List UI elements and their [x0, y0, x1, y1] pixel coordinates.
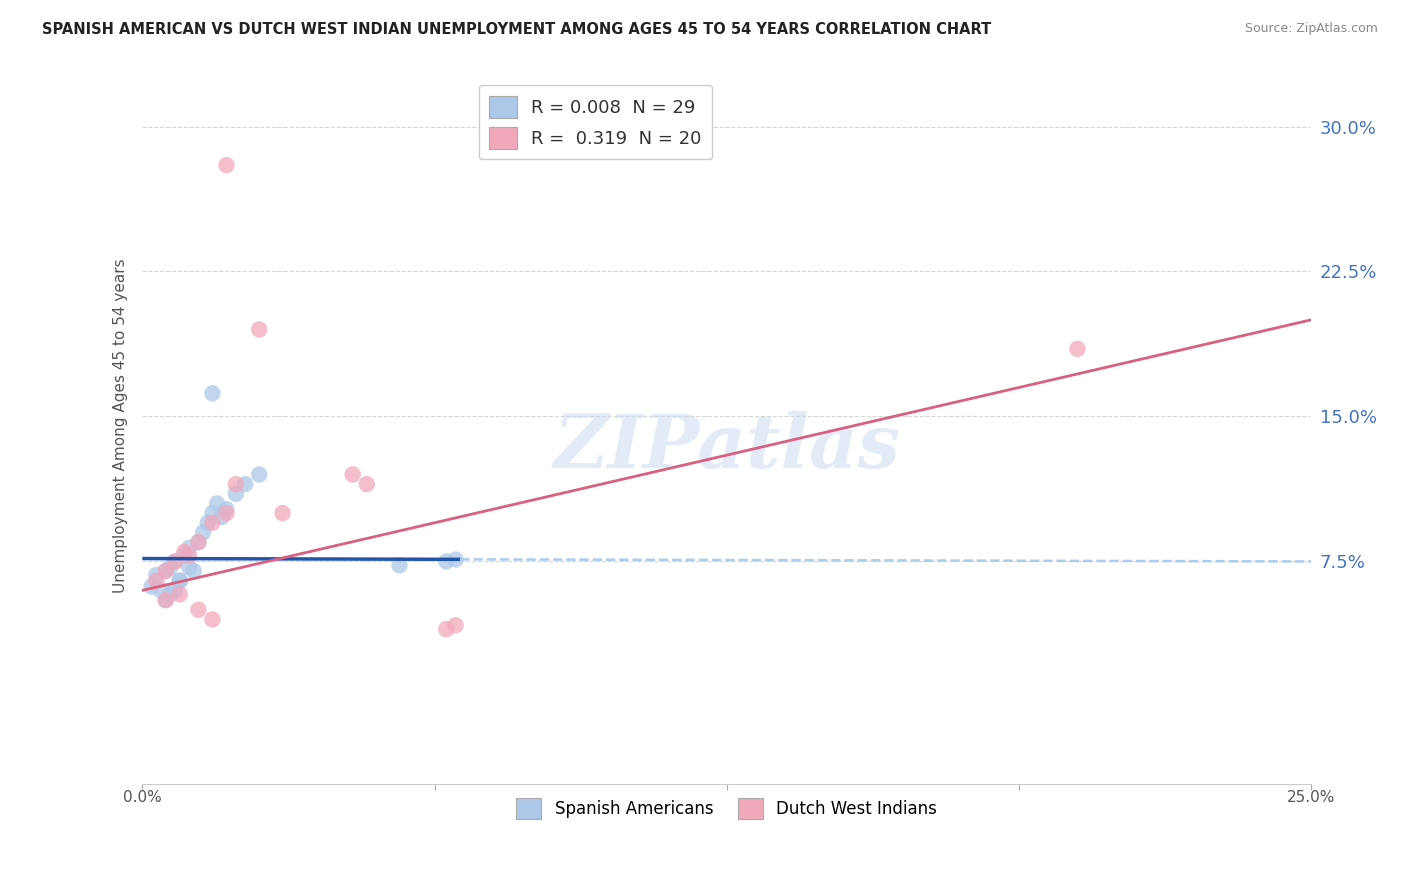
- Point: [197, 516, 219, 530]
- Point: [247, 467, 270, 482]
- Point: [191, 525, 214, 540]
- Point: [155, 564, 177, 578]
- Point: [215, 506, 238, 520]
- Point: [169, 574, 191, 588]
- Point: [271, 506, 294, 520]
- Point: [163, 554, 186, 568]
- Point: [187, 603, 209, 617]
- Point: [159, 560, 181, 574]
- Point: [177, 560, 200, 574]
- Point: [444, 618, 467, 632]
- Point: [177, 549, 200, 563]
- Point: [155, 564, 177, 578]
- Point: [215, 502, 238, 516]
- Point: [177, 541, 200, 555]
- Point: [215, 158, 238, 172]
- Point: [155, 593, 177, 607]
- Point: [434, 554, 457, 568]
- Point: [150, 583, 173, 598]
- Point: [145, 574, 167, 588]
- Point: [342, 467, 364, 482]
- Point: [173, 545, 195, 559]
- Point: [145, 568, 167, 582]
- Point: [434, 622, 457, 636]
- Y-axis label: Unemployment Among Ages 45 to 54 years: Unemployment Among Ages 45 to 54 years: [114, 259, 128, 593]
- Point: [201, 506, 224, 520]
- Point: [211, 510, 233, 524]
- Text: ZIPatlas: ZIPatlas: [554, 411, 900, 483]
- Point: [187, 535, 209, 549]
- Point: [173, 549, 195, 563]
- Point: [163, 583, 186, 598]
- Point: [444, 552, 467, 566]
- Point: [183, 564, 205, 578]
- Point: [163, 554, 186, 568]
- Point: [225, 487, 247, 501]
- Point: [159, 587, 181, 601]
- Point: [169, 574, 191, 588]
- Point: [233, 477, 256, 491]
- Point: [247, 322, 270, 336]
- Text: 0.0%: 0.0%: [122, 789, 162, 805]
- Point: [141, 580, 163, 594]
- Text: 25.0%: 25.0%: [1286, 789, 1336, 805]
- Point: [187, 535, 209, 549]
- Point: [201, 612, 224, 626]
- Text: SPANISH AMERICAN VS DUTCH WEST INDIAN UNEMPLOYMENT AMONG AGES 45 TO 54 YEARS COR: SPANISH AMERICAN VS DUTCH WEST INDIAN UN…: [42, 22, 991, 37]
- Point: [201, 516, 224, 530]
- Point: [388, 558, 411, 573]
- Point: [169, 587, 191, 601]
- Point: [1066, 342, 1088, 356]
- Point: [155, 593, 177, 607]
- Text: Source: ZipAtlas.com: Source: ZipAtlas.com: [1244, 22, 1378, 36]
- Legend: Spanish Americans, Dutch West Indians: Spanish Americans, Dutch West Indians: [509, 792, 943, 825]
- Point: [201, 386, 224, 401]
- Point: [225, 477, 247, 491]
- Point: [205, 496, 228, 510]
- Point: [356, 477, 378, 491]
